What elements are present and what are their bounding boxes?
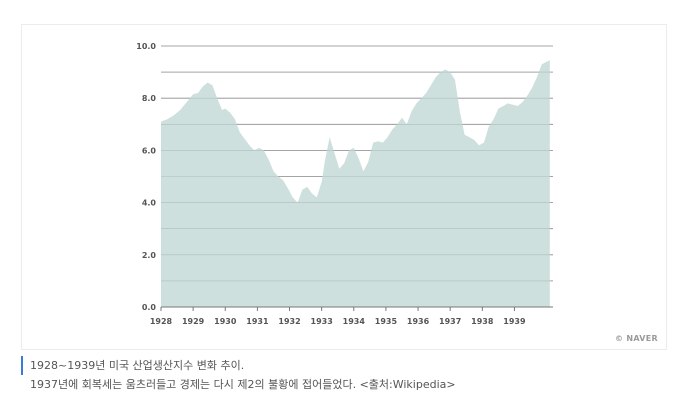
production-area	[161, 60, 550, 308]
y-tick-label: 2.0	[142, 251, 157, 260]
y-tick-labels: 0.0 2.0 4.0 6.0 8.0 10.0	[136, 42, 156, 312]
x-tick-label: 1928	[150, 317, 173, 326]
x-tick-labels: 1928 1929 1930 1931 1932 1933 1934 1935 1936 1937…	[150, 317, 526, 326]
x-tick-label: 1935	[375, 317, 398, 326]
x-tick-label: 1936	[407, 317, 430, 326]
x-tick-label: 1939	[503, 317, 526, 326]
caption-line-2: 1937년에 회복세는 움츠러들고 경제는 다시 제2의 불황에 접어들었다. …	[30, 378, 456, 391]
y-tick-label: 10.0	[136, 42, 156, 51]
x-tick-label: 1930	[214, 317, 237, 326]
x-tick-label: 1937	[439, 317, 461, 326]
y-tick-label: 0.0	[142, 303, 157, 312]
y-tick-label: 6.0	[142, 146, 157, 155]
x-tick-label: 1931	[246, 317, 269, 326]
chart-figure: 0.0 2.0 4.0 6.0 8.0 10.0 1928 1929 1930 1931 1932…	[21, 24, 667, 350]
naver-watermark: © NAVER	[614, 334, 658, 343]
x-tick-label: 1938	[471, 317, 494, 326]
x-axis	[160, 306, 553, 311]
caption-line-1: 1928~1939년 미국 산업생산지수 변화 추이.	[21, 356, 681, 375]
x-tick-label: 1929	[182, 317, 205, 326]
x-tick-label: 1934	[343, 317, 366, 326]
y-tick-label: 8.0	[142, 94, 157, 103]
y-tick-label: 4.0	[142, 199, 157, 208]
industrial-production-chart: 0.0 2.0 4.0 6.0 8.0 10.0 1928 1929 1930 1931 1932…	[136, 42, 553, 326]
area-series	[161, 45, 553, 308]
x-tick-label: 1933	[311, 317, 333, 326]
figure-caption: 1928~1939년 미국 산업생산지수 변화 추이. 1937년에 회복세는 …	[21, 356, 681, 394]
x-tick-label: 1932	[278, 317, 300, 326]
